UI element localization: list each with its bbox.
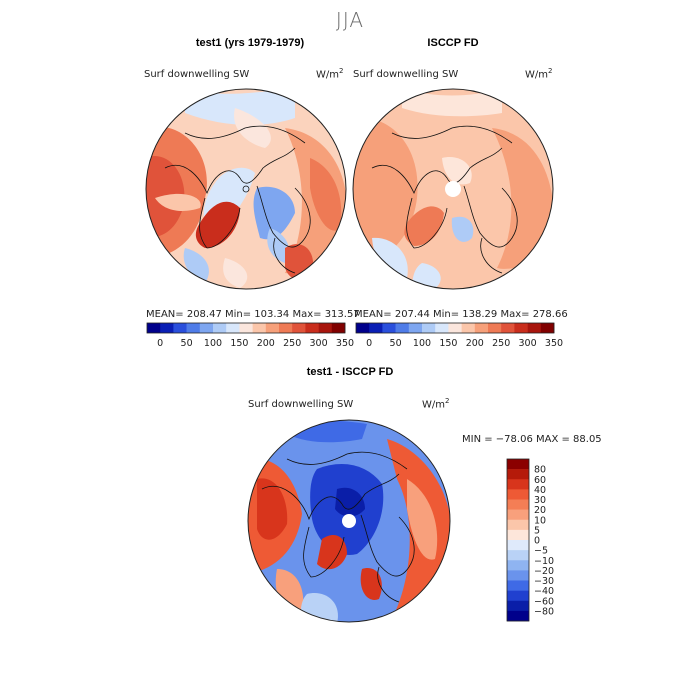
variable-label-difference: Surf downwelling SW <box>248 399 354 410</box>
variable-label-isccp: Surf downwelling SW <box>353 69 459 80</box>
colorbar-swatch <box>507 489 529 500</box>
colorbar-swatch <box>507 550 529 561</box>
stats-test1: MEAN= 208.47 Min= 103.34 Max= 313.57 <box>146 309 360 320</box>
colorbar-tick-label: −30 <box>534 576 554 587</box>
colorbar-tick-label: 80 <box>534 465 546 476</box>
colorbar-swatch <box>488 323 502 333</box>
colorbar-frame <box>146 322 346 334</box>
units-label-difference: W/m2 <box>422 397 450 411</box>
colorbar-swatch <box>448 323 462 333</box>
colorbar-tick-label: 50 <box>181 338 193 349</box>
units-label-isccp: W/m2 <box>525 67 553 81</box>
colorbar-swatch <box>507 469 529 480</box>
colorbar-tick-label: −5 <box>534 546 548 557</box>
colorbar-swatch <box>279 323 293 333</box>
colorbar-tick-label: 350 <box>336 338 354 349</box>
colorbar-tick-label: 250 <box>492 338 510 349</box>
colorbar-tick-label: 20 <box>534 505 546 516</box>
polar-map-isccp <box>352 88 554 290</box>
colorbar-swatch <box>199 323 214 333</box>
polar-map-difference <box>247 419 451 623</box>
colorbar-tick-label: −80 <box>534 606 554 617</box>
colorbar-swatch <box>408 323 423 333</box>
colorbar-tick-label: 100 <box>204 338 222 349</box>
colorbar-swatch <box>507 499 529 510</box>
colorbar-swatch <box>507 540 529 551</box>
colorbar-tick-label: 0 <box>534 536 540 547</box>
colorbar-swatch <box>213 323 227 333</box>
colorbar-swatch <box>507 590 529 602</box>
colorbar-swatch <box>507 509 529 521</box>
panel-title-difference: test1 - ISCCP FD <box>306 366 394 378</box>
colorbar-frame <box>506 458 530 622</box>
colorbar-swatch <box>318 323 333 333</box>
stats-isccp: MEAN= 207.44 Min= 138.29 Max= 278.66 <box>354 309 568 320</box>
colorbar-swatch <box>461 323 476 333</box>
colorbar-tick-label: 60 <box>534 475 546 486</box>
colorbar-swatch <box>507 529 529 541</box>
colorbar-tick-label: −40 <box>534 586 554 597</box>
colorbar-swatch <box>435 323 449 333</box>
colorbar-swatch <box>507 479 529 490</box>
colorbar-tick-label: 10 <box>534 515 546 526</box>
colorbar-swatch <box>239 323 253 333</box>
colorbar-swatch <box>186 323 201 333</box>
colorbar-swatch <box>507 600 529 612</box>
colorbar-tick-label: 150 <box>230 338 248 349</box>
colorbar-swatch <box>173 323 187 333</box>
colorbar-swatch <box>527 323 542 333</box>
colorbar-swatch <box>305 323 319 333</box>
units-label-test1: W/m2 <box>316 67 344 81</box>
colorbar-tick-label: 200 <box>466 338 484 349</box>
colorbar-swatch <box>395 323 410 333</box>
panel-title-isccp: ISCCP FD <box>427 37 479 49</box>
colorbar-swatch <box>507 459 529 470</box>
colorbar-swatch <box>507 560 529 571</box>
colorbar-tick-label: 350 <box>545 338 563 349</box>
colorbar-swatch <box>265 323 280 333</box>
colorbar-tick-label: −20 <box>534 566 554 577</box>
season-title: JJA <box>335 8 365 32</box>
colorbar-frame <box>355 322 555 334</box>
colorbar-tick-label: 200 <box>257 338 275 349</box>
stats-difference: MIN = −78.06 MAX = 88.05 <box>462 434 602 445</box>
colorbar-swatch <box>422 323 436 333</box>
colorbar-tick-label: 5 <box>534 525 540 536</box>
colorbar-tick-label: −60 <box>534 596 554 607</box>
colorbar-test1: 0 50 100 150 200 250 300 350 <box>146 322 354 349</box>
colorbar-tick-label: 300 <box>310 338 328 349</box>
colorbar-tick-label: 0 <box>366 338 372 349</box>
colorbar-tick-label: 30 <box>534 495 546 506</box>
colorbar-tick-label: 250 <box>283 338 301 349</box>
colorbar-swatch <box>292 323 306 333</box>
colorbar-swatch <box>507 570 529 581</box>
panel-title-test1: test1 (yrs 1979-1979) <box>195 37 305 49</box>
colorbar-tick-label: 40 <box>534 485 546 496</box>
polar-map-test1 <box>145 88 347 290</box>
colorbar-tick-label: 150 <box>439 338 457 349</box>
colorbar-tick-label: −10 <box>534 556 554 567</box>
colorbar-swatch <box>514 323 528 333</box>
variable-label-test1: Surf downwelling SW <box>144 69 250 80</box>
colorbar-swatch <box>507 610 529 622</box>
colorbar-swatch <box>226 323 240 333</box>
colorbar-swatch <box>356 323 370 333</box>
colorbar-swatch <box>331 323 346 333</box>
colorbar-tick-label: 50 <box>390 338 402 349</box>
colorbar-tick-label: 300 <box>519 338 537 349</box>
colorbar-swatch <box>474 323 489 333</box>
colorbar-swatch <box>540 323 555 333</box>
colorbar-isccp: 0 50 100 150 200 250 300 350 <box>355 322 563 349</box>
colorbar-swatch <box>147 323 161 333</box>
colorbar-tick-label: 100 <box>413 338 431 349</box>
colorbar-swatch <box>252 323 267 333</box>
colorbar-tick-label: 0 <box>157 338 163 349</box>
colorbar-swatch <box>507 519 529 531</box>
colorbar-swatch <box>507 580 529 591</box>
colorbar-swatch <box>369 323 383 333</box>
colorbar-swatch <box>382 323 396 333</box>
colorbar-swatch <box>501 323 515 333</box>
colorbar-swatch <box>160 323 174 333</box>
